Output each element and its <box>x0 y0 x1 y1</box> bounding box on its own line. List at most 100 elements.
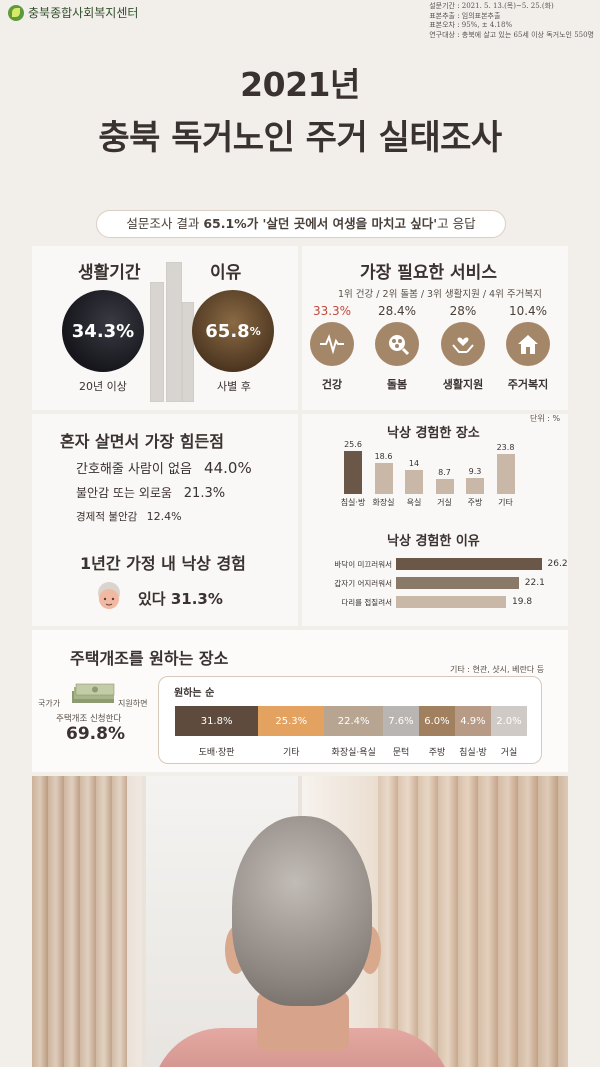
fall-reason-value: 19.8 <box>512 597 533 607</box>
fall-reason-bar <box>396 577 519 589</box>
fall-experience-heading: 1년간 가정 내 낙상 경험 <box>80 554 246 573</box>
fall-reason-value: 22.1 <box>524 578 545 588</box>
apply-line2: 주택개조 신청한다 <box>56 714 122 724</box>
meta-sampling: 표본추출 : 임의표본추출 <box>429 11 501 20</box>
renovation-segment-label: 주방 <box>428 748 446 758</box>
renovation-segment: 4.9% <box>454 706 491 736</box>
service-care-value: 28.4% <box>377 304 417 318</box>
fall-reason-label: 갑자기 어지러워서 <box>334 579 392 588</box>
house-icon <box>506 322 550 366</box>
org-logo: 충북종합사회복지센터 <box>8 4 138 21</box>
fall-reason-bar <box>396 558 542 570</box>
fall-reason-label: 바닥이 미끄러워서 <box>334 560 392 569</box>
fall-place-bar <box>496 453 515 494</box>
service-housing-label: 주거복지 <box>507 378 549 391</box>
service-health-value: 33.3% <box>312 304 352 318</box>
fall-place-value: 23.8 <box>496 442 515 452</box>
summary-suffix: 고 응답 <box>437 216 476 231</box>
helping-hands-icon <box>441 322 485 366</box>
renovation-segment-label: 문턱 <box>392 748 410 758</box>
fall-place-bar <box>344 450 362 494</box>
fall-place-bar <box>466 478 484 494</box>
curtain-right <box>378 776 568 1067</box>
summary-highlight: 65.1%가 '살던 곳에서 여생을 마치고 싶다' <box>203 216 438 231</box>
difficulties-panel <box>32 414 298 626</box>
apply-value: 69.8% <box>66 724 125 744</box>
living-period-caption: 20년 이상 <box>79 380 127 393</box>
fall-place-value: 14 <box>408 459 420 469</box>
living-reason-unit: % <box>249 324 261 338</box>
service-support-value: 28% <box>449 304 477 318</box>
meta-error: 표본오차 : 95%, ± 4.18% <box>429 21 513 29</box>
living-reason-caption: 사별 후 <box>217 380 251 393</box>
summary-banner: 설문조사 결과 65.1%가 '살던 곳에서 여생을 마치고 싶다'고 응답 <box>96 210 506 238</box>
curtain-left <box>32 776 127 1067</box>
fall-reason-value: 26.2 <box>547 559 568 569</box>
leaf-logo-icon <box>8 4 24 21</box>
service-housing-value: 10.4% <box>508 304 548 318</box>
renovation-segment: 7.6% <box>382 706 419 736</box>
renovation-order-label: 원하는 순 <box>174 688 215 699</box>
living-period-heading: 생활기간 <box>78 263 141 283</box>
fall-place-bar <box>405 470 423 494</box>
renovation-segment-label: 도배·장판 <box>198 748 235 758</box>
meta-period: 설문기간 : 2021. 5. 13.(목)~5. 25.(화) <box>429 2 554 10</box>
living-reason-circle: 65.8% <box>192 290 274 372</box>
renovation-segment-label: 기타 <box>283 748 300 758</box>
fall-place-bar <box>435 479 454 494</box>
fall-place-label: 욕실 <box>406 498 422 507</box>
man-head <box>232 816 372 1006</box>
buildings-illustration <box>150 262 194 402</box>
fall-place-label: 주방 <box>467 498 483 507</box>
renovation-segment-label: 거실 <box>500 748 518 758</box>
renovation-segment: 2.0% <box>490 706 527 736</box>
apply-line1-right: 지원하면 <box>118 699 148 708</box>
survey-meta: 설문기간 : 2021. 5. 13.(목)~5. 25.(화) 표본추출 : … <box>429 2 594 40</box>
living-reason-heading: 이유 <box>210 263 242 283</box>
difficulty-value-1: 44.0% <box>204 459 252 477</box>
fall-unit: 단위 : % <box>530 414 561 423</box>
page-title-year: 2021년 <box>240 65 360 104</box>
service-care-label: 돌봄 <box>386 378 408 391</box>
difficulty-label-2: 불안감 또는 외로움 <box>76 486 172 500</box>
renovation-segment: 22.4% <box>324 706 383 736</box>
living-period-value: 34.3% <box>71 320 135 342</box>
renovation-heading: 주택개조를 원하는 장소 <box>70 649 229 668</box>
fall-place-label: 거실 <box>437 498 452 507</box>
difficulty-item-2: 불안감 또는 외로움 21.3% <box>76 484 225 501</box>
fall-place-value: 9.3 <box>468 467 482 477</box>
fall-reasons-chart: 바닥이 미끄러워서 26.2 갑자기 어지러워서 22.1 다리를 접질려서 19.8 <box>302 555 568 615</box>
service-health-label: 건강 <box>321 378 343 391</box>
fall-place-label: 기타 <box>498 498 513 507</box>
money-stack-icon <box>72 683 115 703</box>
living-reason-value: 65.8 <box>205 320 250 342</box>
fall-place-label: 침실·방 <box>340 498 366 507</box>
fall-reason-bar <box>396 596 506 608</box>
meta-target: 연구대상 : 충북에 살고 있는 65세 이상 독거노인 550명 <box>429 30 594 39</box>
page-title: 충북 독거노인 주거 실태조사 <box>98 118 502 158</box>
difficulties-heading: 혼자 살면서 가장 힘든점 <box>60 432 224 451</box>
difficulty-label-3: 경제적 불안감 <box>76 511 138 523</box>
elderly-woman-icon <box>98 582 120 609</box>
fall-place-value: 18.6 <box>374 451 393 461</box>
caregiver-group-icon <box>375 322 419 366</box>
heartbeat-icon <box>310 322 354 366</box>
fall-reasons-heading: 낙상 경험한 이유 <box>387 534 480 549</box>
summary-prefix: 설문조사 결과 <box>126 216 204 231</box>
renovation-segment: 6.0% <box>418 706 455 736</box>
elderly-man-window-photo <box>32 776 568 1067</box>
services-heading: 가장 필요한 서비스 <box>360 263 497 283</box>
fall-places-heading: 낙상 경험한 장소 <box>387 426 480 441</box>
difficulty-value-2: 21.3% <box>183 486 226 501</box>
services-ranking: 1위 건강 / 2위 돌봄 / 3위 생활지원 / 4위 주거복지 <box>338 289 542 300</box>
fall-panel <box>302 414 568 626</box>
renovation-segment: 31.8% <box>175 706 259 736</box>
difficulty-label-1: 간호해줄 사람이 없음 <box>76 462 192 477</box>
service-support-label: 생활지원 <box>442 378 484 391</box>
renovation-segment-label: 침실·방 <box>459 748 487 758</box>
fall-place-label: 화장실 <box>372 498 395 507</box>
renovation-segment: 25.3% <box>258 706 325 736</box>
fall-place-bar <box>374 462 393 494</box>
org-name: 충북종합사회복지센터 <box>28 6 139 20</box>
